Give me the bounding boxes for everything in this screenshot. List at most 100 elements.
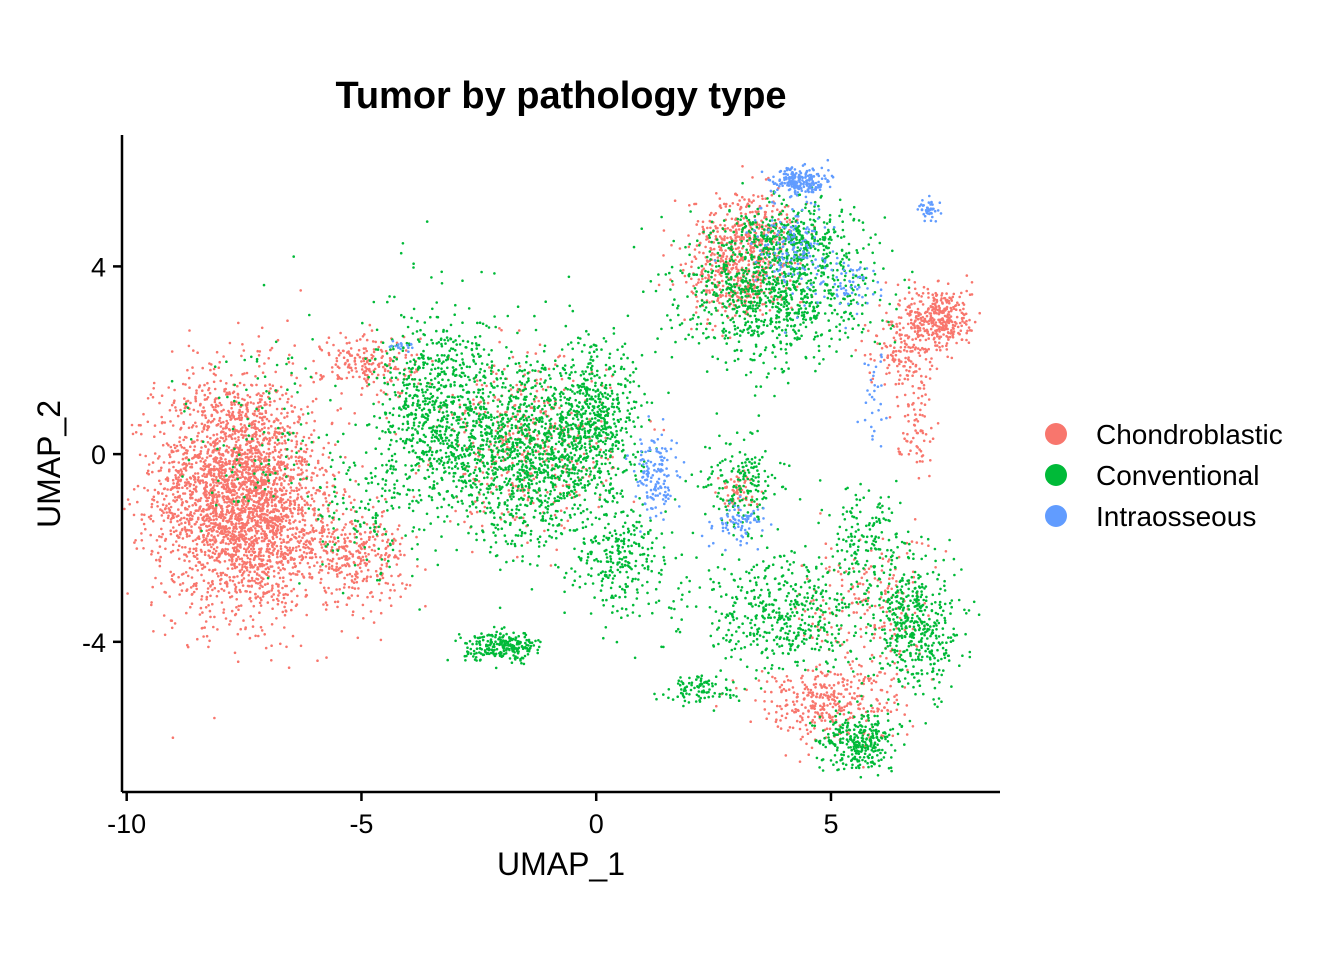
point xyxy=(207,549,210,552)
point xyxy=(342,356,346,360)
point xyxy=(219,582,222,586)
point xyxy=(247,527,250,531)
point xyxy=(301,518,305,522)
point xyxy=(475,510,479,514)
point xyxy=(289,502,293,506)
point xyxy=(209,539,212,542)
point xyxy=(225,535,228,538)
point xyxy=(299,644,303,648)
point xyxy=(285,645,288,649)
point xyxy=(726,227,730,230)
point xyxy=(396,528,400,531)
point xyxy=(138,453,142,457)
point xyxy=(286,319,289,323)
point xyxy=(266,549,269,552)
point xyxy=(219,541,223,544)
point xyxy=(252,402,255,405)
point xyxy=(203,398,207,401)
point xyxy=(301,557,305,560)
point xyxy=(210,534,213,537)
point xyxy=(292,489,296,493)
point xyxy=(174,409,178,412)
point xyxy=(662,254,665,257)
point xyxy=(744,233,748,237)
point xyxy=(158,564,162,568)
point xyxy=(266,601,270,604)
point xyxy=(225,448,228,452)
point xyxy=(167,514,170,518)
point xyxy=(240,433,243,437)
point xyxy=(177,508,180,511)
point xyxy=(684,262,687,266)
point xyxy=(273,504,277,507)
point xyxy=(208,454,212,458)
point xyxy=(940,294,943,297)
point xyxy=(248,636,252,640)
point xyxy=(360,537,363,541)
point xyxy=(341,528,345,532)
point xyxy=(344,544,348,548)
point xyxy=(208,516,211,519)
point xyxy=(204,416,208,420)
point xyxy=(299,289,303,292)
point xyxy=(737,228,741,231)
point xyxy=(378,598,382,602)
point xyxy=(271,483,275,486)
point xyxy=(503,367,506,371)
point xyxy=(364,347,367,350)
point xyxy=(163,497,166,501)
point xyxy=(177,486,181,490)
point xyxy=(310,493,313,497)
point xyxy=(262,591,265,594)
point xyxy=(278,576,282,580)
point xyxy=(162,432,166,436)
point xyxy=(737,224,740,228)
point xyxy=(231,510,235,513)
point xyxy=(768,309,772,312)
point xyxy=(272,456,275,459)
point xyxy=(419,337,422,341)
point xyxy=(168,453,171,457)
point xyxy=(312,530,316,534)
point xyxy=(298,418,301,421)
point xyxy=(241,458,244,461)
point xyxy=(140,513,144,516)
point xyxy=(212,417,216,421)
point xyxy=(336,605,339,609)
point xyxy=(256,566,260,569)
point xyxy=(133,541,136,544)
point xyxy=(240,580,244,584)
point xyxy=(172,530,176,534)
point xyxy=(188,489,192,493)
point xyxy=(280,435,284,439)
point xyxy=(196,569,199,572)
point xyxy=(283,479,286,483)
point xyxy=(290,455,293,458)
point xyxy=(340,570,343,574)
point xyxy=(276,524,280,528)
point xyxy=(270,565,274,568)
point xyxy=(200,446,203,449)
point xyxy=(955,315,959,319)
point xyxy=(701,220,705,224)
point xyxy=(179,428,182,431)
point xyxy=(211,588,214,592)
point xyxy=(349,552,353,555)
point xyxy=(230,560,234,563)
point xyxy=(738,235,741,239)
point xyxy=(151,470,154,474)
point xyxy=(250,458,253,462)
point xyxy=(192,547,196,551)
point xyxy=(325,481,329,484)
point xyxy=(151,585,154,589)
point xyxy=(372,350,376,354)
point xyxy=(308,542,312,545)
point xyxy=(184,571,188,574)
point xyxy=(222,495,225,498)
point xyxy=(367,369,371,372)
point xyxy=(213,443,217,447)
point xyxy=(221,437,225,440)
point xyxy=(202,468,205,472)
point xyxy=(275,407,279,411)
point xyxy=(271,510,274,514)
